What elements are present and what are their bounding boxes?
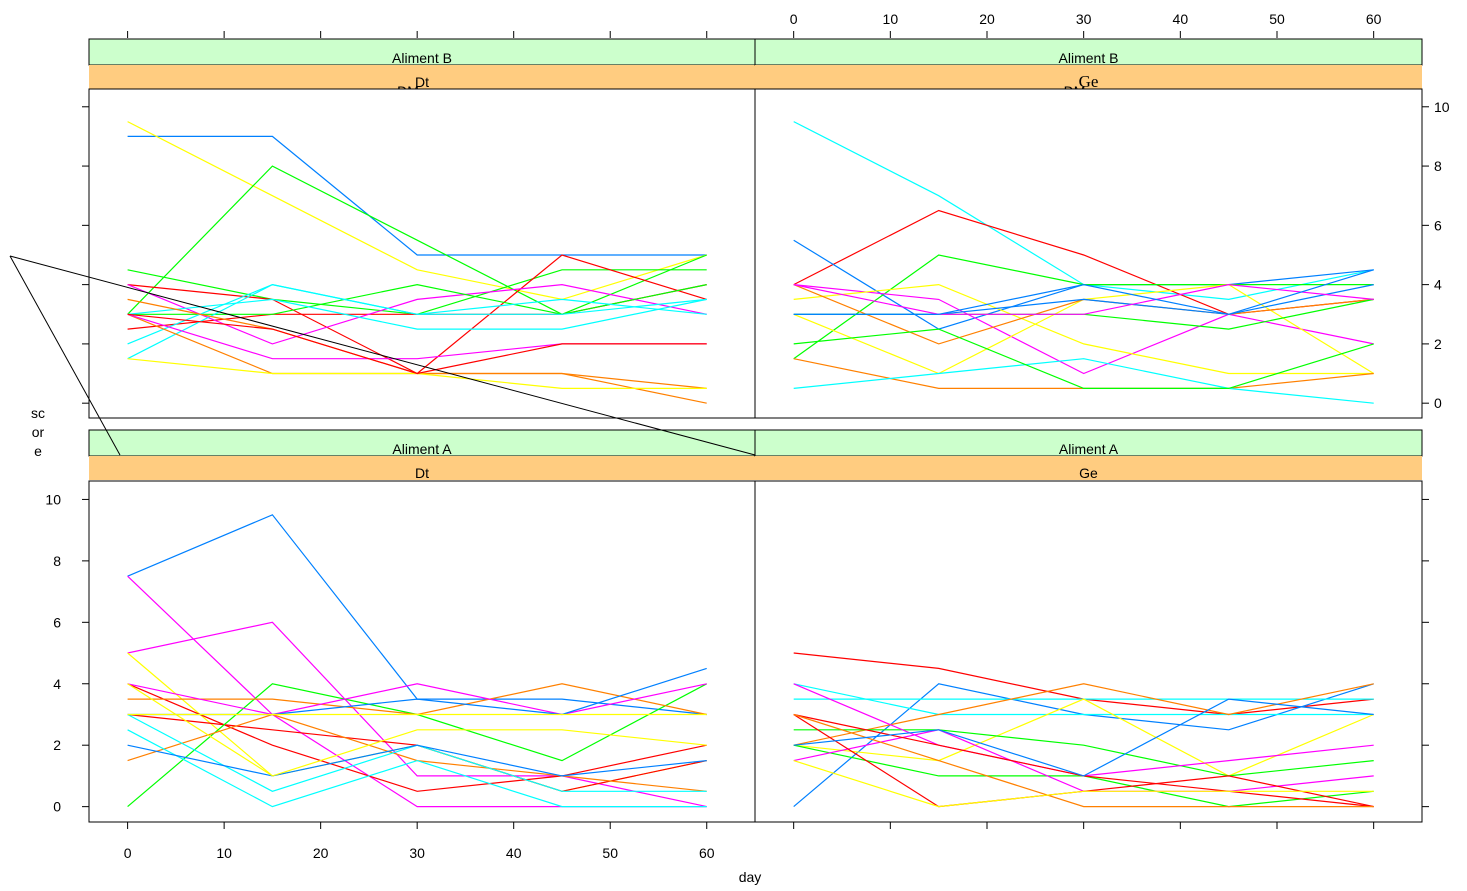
panel-frame bbox=[88, 480, 756, 823]
series-line bbox=[127, 621, 707, 808]
series-line bbox=[127, 744, 707, 777]
series-line bbox=[793, 698, 1374, 777]
strip-aliment bbox=[754, 38, 1423, 66]
strip-product bbox=[755, 65, 1422, 89]
series-line bbox=[127, 283, 707, 360]
y-tick-label: 6 bbox=[53, 614, 61, 630]
annotation-stray-line-2 bbox=[9, 255, 756, 456]
series-line bbox=[793, 283, 1374, 315]
y-axis-title-fragment: sc bbox=[31, 405, 45, 421]
strip-aliment-label: Aliment A bbox=[392, 441, 452, 457]
y-tick-label: 4 bbox=[1434, 277, 1442, 293]
strip-product bbox=[89, 65, 755, 89]
x-tick-label: 10 bbox=[216, 845, 232, 861]
x-tick-label: 60 bbox=[1366, 11, 1382, 27]
series-line bbox=[793, 760, 1374, 808]
strip-product-label: Ge bbox=[1079, 72, 1099, 91]
panel bbox=[88, 88, 756, 419]
series-line bbox=[793, 713, 1374, 808]
y-tick-label: 0 bbox=[53, 799, 61, 815]
strip-aliment-label: Aliment A bbox=[1059, 441, 1119, 457]
y-tick-label: 2 bbox=[1434, 336, 1442, 352]
x-tick-label: 30 bbox=[1076, 11, 1092, 27]
series-line bbox=[127, 683, 707, 777]
strip-product-label: Dt bbox=[415, 465, 429, 481]
panel bbox=[754, 88, 1423, 419]
x-tick-label: 40 bbox=[1173, 11, 1189, 27]
x-tick-label: 60 bbox=[699, 845, 715, 861]
y-tick-label: 6 bbox=[1434, 217, 1442, 233]
strip-product bbox=[755, 456, 1422, 480]
strip-layer: Aliment BDMDtAliment BDMGeAliment ADtAli… bbox=[88, 38, 1423, 481]
y-tick-label: 8 bbox=[1434, 158, 1442, 174]
strip-product-label: Ge bbox=[1079, 465, 1098, 481]
annotation-stray-line bbox=[9, 255, 121, 456]
series-line bbox=[793, 358, 1374, 404]
panel bbox=[754, 480, 1423, 823]
panel-frame bbox=[754, 480, 1423, 823]
series-line bbox=[127, 683, 707, 716]
y-tick-label: 8 bbox=[53, 553, 61, 569]
strip-aliment bbox=[754, 429, 1423, 457]
y-tick-label: 4 bbox=[53, 676, 61, 692]
axis-layer: 0 10 20 30 40 50 60 0 10 20 30 40 50 60 0 0 2 2 4 4 6 6 8 8 10 10 bbox=[45, 11, 1449, 861]
y-axis-title-fragment: or bbox=[32, 424, 45, 440]
series-line bbox=[793, 284, 1374, 375]
series-line bbox=[793, 269, 1374, 315]
x-tick-label: 50 bbox=[602, 845, 618, 861]
y-axis-title: sc or e bbox=[31, 405, 45, 459]
series-line bbox=[793, 683, 1374, 716]
x-tick-label: 20 bbox=[313, 845, 329, 861]
x-tick-label: 30 bbox=[409, 845, 425, 861]
series-line bbox=[127, 121, 707, 301]
y-tick-label: 10 bbox=[45, 491, 61, 507]
strip-aliment bbox=[88, 429, 756, 457]
panel-layer bbox=[88, 88, 1423, 823]
series-line bbox=[793, 328, 1374, 389]
x-tick-label: 20 bbox=[979, 11, 995, 27]
series-line bbox=[127, 729, 707, 808]
y-tick-label: 10 bbox=[1434, 99, 1450, 115]
series-line bbox=[127, 298, 707, 330]
series-line bbox=[793, 729, 1374, 777]
x-tick-label: 0 bbox=[790, 11, 798, 27]
panel bbox=[88, 480, 756, 823]
x-tick-label: 40 bbox=[506, 845, 522, 861]
x-tick-label: 50 bbox=[1269, 11, 1285, 27]
strip-aliment bbox=[88, 38, 756, 66]
y-axis-title-fragment: e bbox=[34, 443, 42, 459]
strip-product bbox=[89, 456, 755, 480]
strip-product-label: Dt bbox=[415, 74, 429, 90]
y-tick-label: 2 bbox=[53, 737, 61, 753]
x-axis-title: day bbox=[739, 869, 762, 885]
series-line bbox=[127, 135, 707, 256]
series-line bbox=[127, 313, 707, 375]
strip-aliment-label: Aliment B bbox=[1059, 50, 1119, 66]
x-tick-label: 0 bbox=[124, 845, 132, 861]
panel-frame bbox=[88, 88, 756, 419]
y-tick-label: 0 bbox=[1434, 395, 1442, 411]
strip-aliment-label: Aliment B bbox=[392, 50, 452, 66]
x-tick-label: 10 bbox=[883, 11, 899, 27]
